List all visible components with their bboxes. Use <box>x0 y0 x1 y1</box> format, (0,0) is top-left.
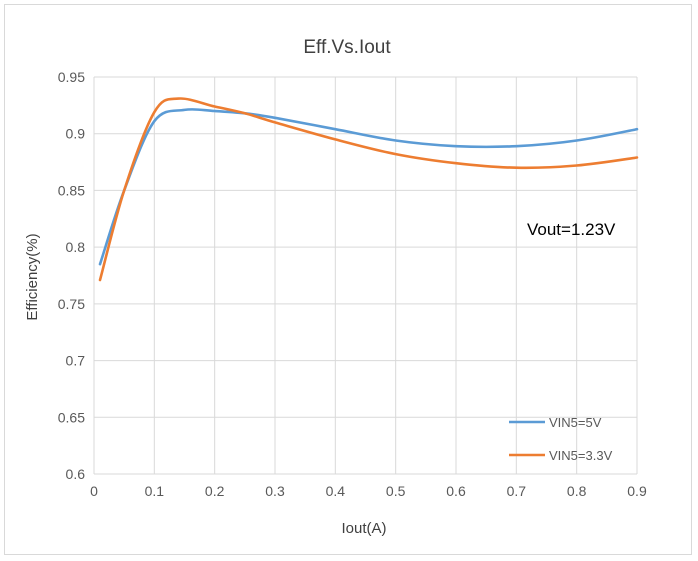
y-tick-label: 0.95 <box>58 69 85 85</box>
chart-frame: Eff.Vs.Iout 0 0.1 0.2 0.3 0.4 0.5 0.6 0.7 0.8 0.9… <box>4 4 692 555</box>
x-tick-label: 0 <box>90 483 98 499</box>
y-tick-label: 0.8 <box>66 239 86 255</box>
grid-layer <box>93 76 638 475</box>
legend-label: VIN5=3.3V <box>549 448 613 463</box>
y-tick-label: 0.65 <box>58 409 85 425</box>
y-axis-title: Efficiency(%) <box>24 233 41 320</box>
x-tick-labels: 0 0.1 0.2 0.3 0.4 0.5 0.6 0.7 0.8 0.9 <box>90 483 647 499</box>
x-tick-label: 0.7 <box>507 483 527 499</box>
y-tick-label: 0.75 <box>58 296 85 312</box>
x-tick-label: 0.3 <box>265 483 285 499</box>
x-tick-label: 0.5 <box>386 483 406 499</box>
series-line-vin5-5v <box>98 107 639 266</box>
legend-label: VIN5=5V <box>549 415 602 430</box>
x-tick-label: 0.9 <box>627 483 647 499</box>
series-layer <box>98 97 639 282</box>
chart-title: Eff.Vs.Iout <box>303 37 391 58</box>
series-line-vin5-3v3 <box>98 97 639 282</box>
vout-annotation: Vout=1.23V <box>527 220 616 239</box>
x-tick-label: 0.1 <box>145 483 165 499</box>
chart-svg: Eff.Vs.Iout 0 0.1 0.2 0.3 0.4 0.5 0.6 0.7 0.8 0.9… <box>24 37 647 537</box>
x-tick-label: 0.2 <box>205 483 225 499</box>
x-tick-label: 0.4 <box>326 483 346 499</box>
y-tick-labels: 0.6 0.65 0.7 0.75 0.8 0.85 0.9 0.95 <box>58 69 85 482</box>
y-tick-label: 0.6 <box>66 466 86 482</box>
y-tick-label: 0.7 <box>66 353 86 369</box>
y-tick-label: 0.9 <box>66 126 86 142</box>
x-tick-label: 0.6 <box>446 483 466 499</box>
x-axis-title: Iout(A) <box>341 520 386 537</box>
x-tick-label: 0.8 <box>567 483 587 499</box>
legend: VIN5=5V VIN5=3.3V <box>509 415 613 463</box>
y-tick-label: 0.85 <box>58 182 85 198</box>
